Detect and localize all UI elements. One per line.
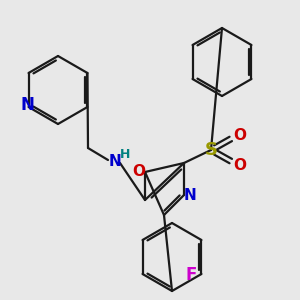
Text: H: H: [120, 148, 130, 160]
Text: O: O: [233, 128, 247, 143]
Text: N: N: [184, 188, 196, 203]
Text: S: S: [205, 141, 218, 159]
Text: F: F: [186, 266, 197, 284]
Text: O: O: [133, 164, 146, 178]
Text: N: N: [21, 96, 34, 114]
Text: N: N: [109, 154, 122, 169]
Text: O: O: [233, 158, 247, 172]
